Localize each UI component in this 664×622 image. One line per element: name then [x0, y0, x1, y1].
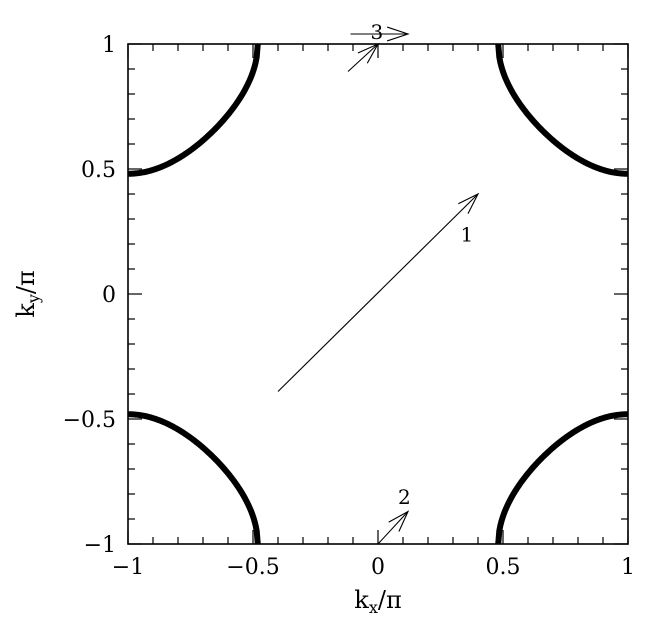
y-axis-label: ky/π	[12, 270, 43, 317]
y-tick-label: −0.5	[63, 408, 116, 433]
y-tick-label: −1	[84, 533, 116, 558]
fermi-surface-branch	[127, 43, 261, 177]
arrow-label: 2	[398, 485, 411, 509]
plot-frame	[127, 43, 629, 545]
nesting-arrow-head	[458, 192, 480, 214]
y-tick-label: 0.5	[81, 158, 116, 183]
fermi-surface-branch	[495, 43, 629, 177]
nesting-arrow-head	[388, 510, 410, 532]
nesting-arrows: 1 2 3	[277, 20, 480, 545]
y-tick-label: 0	[102, 283, 116, 308]
axis-ticks	[127, 43, 629, 545]
nesting-arrow-head	[357, 42, 380, 64]
fermi-surface-branch	[127, 411, 261, 545]
x-axis-label: kx/π	[354, 586, 401, 617]
fermi-surface-curves	[127, 43, 629, 545]
x-tick-label: 0.5	[486, 555, 521, 580]
arrow-label: 1	[461, 223, 474, 247]
y-tick-label: 1	[102, 33, 116, 58]
nesting-arrow	[277, 193, 479, 392]
nesting-arrow-head	[386, 26, 410, 42]
axis-tick-labels: −1 −0.5 0 0.5 1 −1 −0.5 0 0.5 1	[63, 33, 635, 580]
x-tick-label: 1	[621, 555, 635, 580]
arrow-label: 3	[371, 20, 384, 44]
x-tick-label: 0	[371, 555, 385, 580]
x-tick-label: −0.5	[226, 555, 279, 580]
x-tick-label: −1	[112, 555, 144, 580]
nesting-arrow	[347, 43, 379, 72]
fermi-surface-branch	[495, 411, 629, 545]
nesting-arrow	[377, 511, 409, 545]
